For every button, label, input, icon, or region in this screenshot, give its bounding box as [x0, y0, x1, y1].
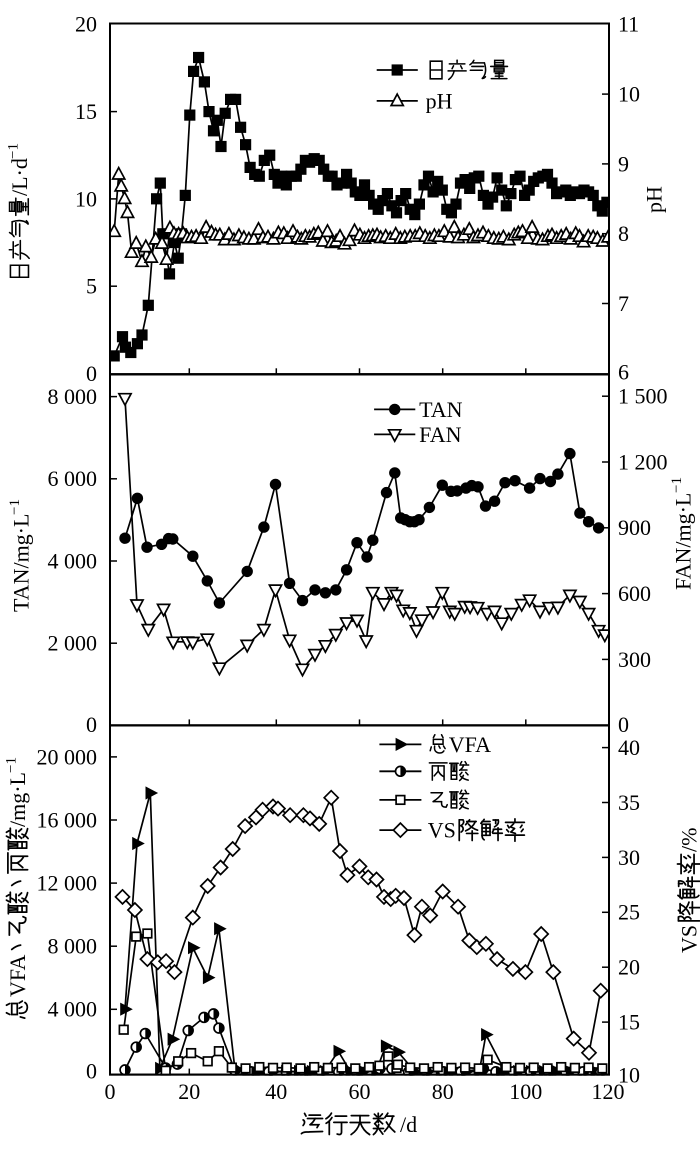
- svg-text:10: 10: [618, 82, 640, 107]
- svg-text:TAN: TAN: [419, 397, 463, 422]
- svg-text:6 000: 6 000: [48, 466, 98, 491]
- svg-text:11: 11: [618, 12, 639, 37]
- svg-text:20: 20: [75, 12, 97, 37]
- svg-text:25: 25: [618, 900, 640, 925]
- svg-text:20: 20: [178, 1079, 200, 1104]
- svg-text:−1: −1: [669, 477, 685, 493]
- svg-text:300: 300: [618, 647, 651, 672]
- svg-text:30: 30: [618, 845, 640, 870]
- svg-text:7: 7: [618, 291, 629, 316]
- svg-text:8 000: 8 000: [48, 934, 98, 959]
- svg-text:40: 40: [265, 1079, 287, 1104]
- svg-text:FAN: FAN: [419, 422, 461, 447]
- svg-text:15: 15: [75, 99, 97, 124]
- svg-text:−1: −1: [6, 143, 22, 159]
- svg-text:TAN/mg·L: TAN/mg·L: [8, 514, 33, 612]
- svg-text:5: 5: [86, 274, 97, 299]
- svg-text:VFA: VFA: [5, 955, 30, 997]
- svg-text:pH: pH: [426, 88, 453, 113]
- svg-text:0: 0: [105, 1079, 116, 1104]
- svg-text:12 000: 12 000: [37, 871, 98, 896]
- svg-text:1 200: 1 200: [618, 449, 668, 474]
- svg-text:pH: pH: [641, 186, 666, 213]
- svg-text:4 000: 4 000: [48, 548, 98, 573]
- svg-text:80: 80: [432, 1079, 454, 1104]
- svg-text:15: 15: [618, 1010, 640, 1035]
- svg-text:60: 60: [349, 1079, 371, 1104]
- svg-text:0: 0: [618, 712, 629, 737]
- svg-text:−1: −1: [4, 757, 20, 773]
- svg-text:35: 35: [618, 790, 640, 815]
- svg-text:20: 20: [618, 955, 640, 980]
- svg-text:10: 10: [75, 186, 97, 211]
- svg-text:VS: VS: [676, 925, 700, 953]
- svg-text:8 000: 8 000: [48, 384, 98, 409]
- svg-text:40: 40: [618, 735, 640, 760]
- svg-text:900: 900: [618, 515, 651, 540]
- svg-text:9: 9: [618, 151, 629, 176]
- svg-text:/d: /d: [400, 1112, 417, 1137]
- svg-text:/L·d: /L·d: [7, 158, 32, 196]
- svg-text:10: 10: [618, 1062, 640, 1087]
- svg-text:20 000: 20 000: [37, 744, 98, 769]
- svg-text:FAN/mg·L: FAN/mg·L: [670, 493, 695, 590]
- svg-text:120: 120: [592, 1079, 625, 1104]
- svg-text:0: 0: [86, 712, 97, 737]
- svg-text:4 000: 4 000: [48, 997, 98, 1022]
- svg-text:/mg·L: /mg·L: [5, 772, 30, 827]
- svg-text:−1: −1: [7, 499, 23, 515]
- svg-text:600: 600: [618, 581, 651, 606]
- svg-text:VS: VS: [428, 818, 456, 843]
- svg-text:/%: /%: [676, 828, 700, 852]
- svg-text:2 000: 2 000: [48, 631, 98, 656]
- svg-text:0: 0: [86, 361, 97, 386]
- svg-text:100: 100: [509, 1079, 542, 1104]
- svg-text:6: 6: [618, 360, 629, 385]
- svg-text:16 000: 16 000: [37, 807, 98, 832]
- svg-text:0: 0: [86, 1058, 97, 1083]
- svg-text:VFA: VFA: [449, 732, 491, 757]
- svg-text:8: 8: [618, 221, 629, 246]
- svg-text:1 500: 1 500: [618, 384, 668, 409]
